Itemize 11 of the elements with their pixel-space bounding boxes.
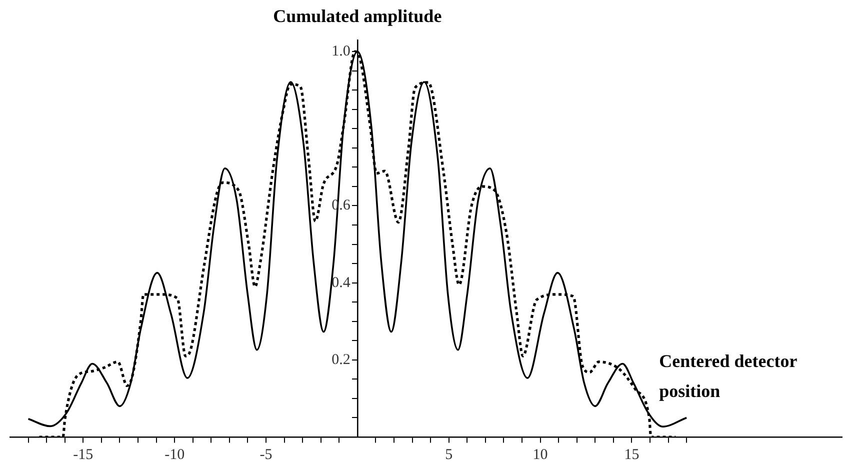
x-tick-label: -5 — [260, 446, 272, 463]
y-tick-label: 1.0 — [332, 44, 350, 60]
x-tick-label: -15 — [73, 446, 94, 463]
x-tick-label: 10 — [532, 446, 548, 463]
x-tick-label: 15 — [624, 446, 640, 463]
x-axis-title: Centered detector position — [659, 350, 798, 401]
x-tick-label: -10 — [164, 446, 185, 463]
y-axis-title: Cumulated amplitude — [273, 6, 442, 26]
x-tick-label: 5 — [445, 446, 453, 463]
y-tick-label: 0.2 — [332, 352, 350, 368]
y-tick-label: 0.4 — [332, 274, 351, 291]
